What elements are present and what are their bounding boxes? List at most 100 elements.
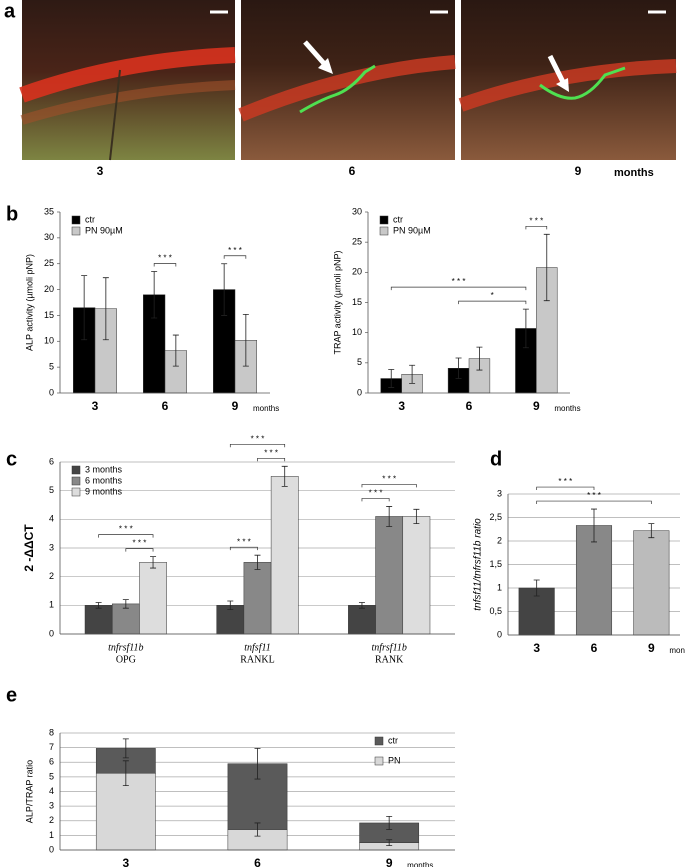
x-tick-label: 3 bbox=[122, 856, 129, 867]
x-tick-label: tnfsf11 bbox=[244, 642, 270, 653]
significance-bracket bbox=[361, 484, 417, 488]
legend-swatch bbox=[379, 215, 389, 225]
x-axis-label: months bbox=[669, 646, 685, 655]
error-bar bbox=[254, 822, 261, 837]
y-tick-label: 1 bbox=[497, 582, 502, 592]
legend-label: PN bbox=[388, 755, 401, 765]
panel-label: d bbox=[490, 448, 502, 470]
error-bar bbox=[221, 263, 228, 316]
y-tick-label: 5 bbox=[357, 357, 362, 367]
legend-label: PN 90µM bbox=[393, 225, 431, 235]
chart: TRAP activity (µmoli pNP) 0 5 10 15 20 25 30 3 6 9… bbox=[332, 206, 580, 413]
error-bar bbox=[358, 602, 365, 609]
y-axis-label: TRAP activity (µmoli pNP) bbox=[332, 250, 342, 354]
significance-label: * * * bbox=[558, 477, 572, 486]
y-tick-label: 5 bbox=[49, 771, 54, 781]
y-tick-label: 0 bbox=[49, 844, 54, 854]
chart: ALP/TRAP ratio 0 1 2 3 4 5 6 7 8 3 6 9 months ctr PN bbox=[24, 727, 455, 867]
error-bar bbox=[281, 465, 288, 487]
significance-label: * * * bbox=[251, 434, 265, 443]
x-tick-label: 6 bbox=[591, 641, 598, 655]
error-bar bbox=[102, 277, 109, 341]
error-bar bbox=[122, 599, 129, 609]
error-bar bbox=[150, 556, 157, 569]
bar bbox=[139, 562, 167, 635]
legend-swatch bbox=[71, 215, 81, 225]
panel-label: c bbox=[6, 448, 17, 470]
error-bar bbox=[533, 579, 540, 597]
y-tick-label: 0 bbox=[497, 629, 502, 639]
significance-bracket bbox=[98, 534, 154, 538]
error-bar bbox=[386, 506, 393, 527]
legend-label: ctr bbox=[388, 735, 398, 745]
bar bbox=[633, 530, 670, 636]
x-tick-label: 6 bbox=[254, 856, 261, 867]
significance-bracket bbox=[536, 486, 595, 491]
x-tick-label: 3 bbox=[92, 399, 99, 413]
y-tick-label: 6 bbox=[49, 757, 54, 767]
x-tick-label: 3 bbox=[533, 641, 540, 655]
significance-label: * * * bbox=[133, 539, 147, 548]
bar bbox=[243, 562, 272, 635]
legend-swatch bbox=[379, 226, 389, 236]
y-tick-label: 30 bbox=[352, 206, 362, 216]
y-tick-label: 3 bbox=[497, 488, 502, 498]
legend-label: ctr bbox=[85, 214, 95, 224]
error-bar bbox=[81, 275, 88, 341]
legend-swatch bbox=[71, 226, 81, 236]
y-tick-label: 2 bbox=[497, 535, 502, 545]
y-tick-label: 3 bbox=[49, 542, 54, 552]
x-tick-label: 6 bbox=[162, 399, 169, 413]
y-tick-label: 10 bbox=[352, 327, 362, 337]
significance-label: * * * bbox=[228, 246, 242, 255]
y-tick-label: 15 bbox=[44, 310, 54, 320]
significance-bracket bbox=[257, 457, 286, 462]
panel-label: a bbox=[4, 0, 16, 22]
x-tick-label: tnfrsf11b bbox=[108, 642, 143, 653]
error-bar bbox=[122, 760, 129, 787]
legend-label: 9 months bbox=[85, 486, 123, 496]
error-bar bbox=[388, 369, 395, 388]
error-bar bbox=[413, 508, 420, 525]
y-tick-label: 25 bbox=[44, 258, 54, 268]
legend-label: ctr bbox=[393, 214, 403, 224]
micrograph-6 bbox=[238, 0, 456, 160]
bar bbox=[575, 525, 613, 636]
y-axis-label: ALP/TRAP ratio bbox=[24, 760, 34, 823]
y-tick-label: 35 bbox=[44, 206, 54, 216]
significance-bracket bbox=[229, 546, 258, 551]
y-tick-label: 0 bbox=[49, 628, 54, 638]
micrograph-label: 9 bbox=[575, 164, 582, 178]
significance-label: * * * bbox=[264, 448, 278, 457]
x-tick-label: 6 bbox=[466, 399, 473, 413]
bar bbox=[375, 516, 404, 635]
significance-bracket bbox=[458, 300, 527, 305]
legend-label: PN 90µM bbox=[85, 225, 123, 235]
x-axis-label: months bbox=[554, 404, 580, 413]
y-tick-label: 20 bbox=[44, 284, 54, 294]
error-bar bbox=[227, 600, 234, 611]
y-tick-label: 8 bbox=[49, 727, 54, 737]
x-tick-label: 9 bbox=[232, 399, 239, 413]
y-tick-label: 2 bbox=[49, 815, 54, 825]
error-bar bbox=[386, 815, 393, 830]
error-bar bbox=[242, 313, 249, 367]
micrograph-3 bbox=[19, 0, 236, 161]
error-bar bbox=[254, 747, 261, 780]
significance-bracket bbox=[361, 498, 390, 502]
y-tick-label: 4 bbox=[49, 786, 54, 796]
bar bbox=[216, 605, 245, 635]
x-tick-label: 9 bbox=[386, 856, 393, 867]
chart: tnfsf11/tnfrsf11b ratio 0 0,5 1 1,5 2 2,5 3 3 6 9 m… bbox=[473, 477, 685, 655]
legend-swatch bbox=[71, 487, 81, 497]
significance-label: * bbox=[491, 291, 494, 300]
significance-label: * * * bbox=[119, 525, 133, 534]
y-tick-label: 7 bbox=[49, 742, 54, 752]
micrograph-unit: months bbox=[614, 167, 654, 179]
significance-label: * * * bbox=[452, 277, 466, 286]
significance-label: * * * bbox=[369, 489, 383, 498]
y-axis-label: 2 -ΔΔCT bbox=[22, 524, 36, 572]
y-tick-label: 2,5 bbox=[489, 512, 502, 522]
significance-bracket bbox=[229, 443, 286, 448]
